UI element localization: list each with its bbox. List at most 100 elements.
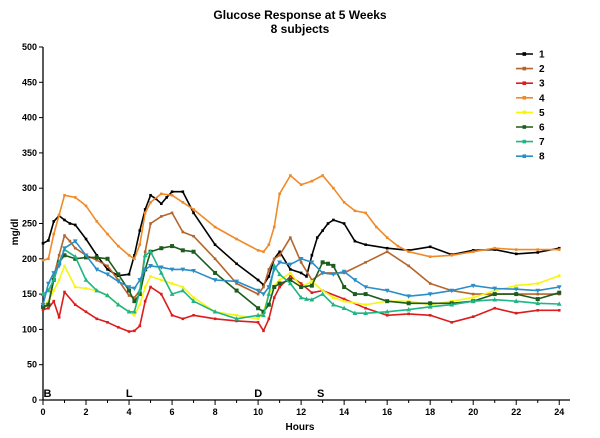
data-point bbox=[557, 246, 561, 250]
data-point bbox=[73, 223, 77, 227]
data-point bbox=[471, 250, 475, 254]
data-point bbox=[181, 285, 185, 289]
data-point bbox=[132, 286, 137, 292]
data-point bbox=[84, 287, 88, 290]
data-point bbox=[143, 250, 147, 254]
data-point bbox=[449, 302, 455, 307]
legend-item-2: 2 bbox=[516, 64, 545, 75]
data-point bbox=[158, 265, 164, 270]
data-point bbox=[289, 275, 292, 278]
chart-subtitle: 8 subjects bbox=[271, 22, 330, 36]
data-point bbox=[62, 253, 67, 258]
data-point bbox=[235, 262, 238, 266]
data-point bbox=[143, 285, 147, 289]
data-point bbox=[142, 252, 148, 258]
legend-label: 5 bbox=[539, 108, 545, 119]
data-point bbox=[406, 294, 412, 299]
x-tick-label: 22 bbox=[511, 407, 521, 417]
data-point bbox=[320, 260, 325, 265]
data-point bbox=[63, 290, 66, 294]
data-point bbox=[514, 248, 518, 251]
y-tick-label: 150 bbox=[22, 289, 37, 299]
data-point bbox=[57, 213, 61, 217]
data-point bbox=[326, 261, 331, 266]
data-point bbox=[536, 248, 540, 251]
data-point bbox=[192, 234, 195, 238]
x-tick-label: 18 bbox=[425, 407, 435, 417]
data-point bbox=[364, 261, 367, 264]
data-point bbox=[256, 292, 260, 296]
data-point bbox=[536, 282, 540, 285]
data-point bbox=[289, 271, 292, 275]
data-point bbox=[272, 285, 277, 290]
data-point bbox=[267, 317, 271, 321]
data-point bbox=[310, 291, 314, 294]
data-point bbox=[212, 278, 218, 283]
data-point bbox=[256, 249, 260, 252]
y-tick-label: 200 bbox=[22, 254, 37, 264]
data-point bbox=[133, 253, 136, 257]
data-point bbox=[160, 192, 163, 196]
data-point bbox=[332, 186, 335, 190]
data-point bbox=[557, 274, 561, 278]
data-point bbox=[169, 291, 175, 296]
x-tick-label: 14 bbox=[339, 407, 349, 417]
data-point bbox=[181, 230, 185, 234]
data-point bbox=[428, 301, 433, 306]
legend: 1 2 3 4 5 6 7 8 bbox=[516, 50, 545, 163]
x-tick-label: 4 bbox=[127, 407, 132, 417]
data-point bbox=[471, 249, 475, 252]
data-point bbox=[62, 246, 67, 251]
data-point bbox=[278, 278, 281, 282]
data-point bbox=[341, 305, 347, 311]
data-point bbox=[556, 285, 562, 290]
data-point bbox=[142, 267, 148, 272]
data-point bbox=[320, 271, 326, 276]
data-point bbox=[331, 263, 336, 268]
data-point bbox=[352, 310, 358, 315]
data-point bbox=[94, 287, 100, 293]
x-tick-label: 2 bbox=[84, 407, 89, 417]
data-point bbox=[266, 291, 272, 296]
data-point bbox=[149, 285, 152, 289]
legend-item-3: 3 bbox=[516, 79, 545, 90]
data-point bbox=[133, 313, 136, 317]
data-point bbox=[94, 267, 100, 272]
data-point bbox=[407, 299, 410, 303]
data-point bbox=[299, 285, 304, 290]
data-point bbox=[57, 253, 61, 257]
data-point bbox=[115, 279, 121, 284]
legend-marker bbox=[522, 154, 527, 158]
data-point bbox=[52, 232, 56, 236]
data-point bbox=[116, 244, 120, 248]
data-point bbox=[132, 299, 137, 304]
data-point bbox=[73, 196, 77, 199]
data-point bbox=[299, 183, 303, 186]
data-point bbox=[72, 239, 78, 244]
data-point bbox=[450, 299, 453, 303]
data-point bbox=[56, 264, 62, 269]
legend-item-6: 6 bbox=[516, 123, 545, 134]
data-point bbox=[41, 241, 45, 245]
legend-label: 2 bbox=[539, 64, 545, 75]
y-ticks: 0 50 100 150 200 250 300 350 400 450 500 bbox=[22, 42, 43, 405]
data-point bbox=[73, 256, 78, 261]
data-point bbox=[169, 267, 175, 272]
x-axis-title: Hours bbox=[286, 422, 315, 433]
data-point bbox=[170, 282, 174, 285]
data-point bbox=[428, 245, 432, 249]
data-point bbox=[213, 225, 217, 229]
data-point bbox=[213, 317, 217, 321]
data-point bbox=[536, 292, 540, 296]
data-point bbox=[160, 215, 163, 218]
data-point bbox=[40, 302, 46, 308]
legend-marker bbox=[522, 139, 527, 144]
data-point bbox=[41, 258, 45, 262]
data-point bbox=[191, 298, 196, 303]
data-point bbox=[95, 258, 99, 262]
data-point bbox=[514, 252, 518, 256]
x-ticks: 0 2 4 6 8 10 12 14 16 18 20 22 24 bbox=[40, 400, 564, 417]
series-line-6 bbox=[42, 245, 560, 313]
data-point bbox=[427, 292, 433, 297]
data-point bbox=[321, 174, 324, 177]
